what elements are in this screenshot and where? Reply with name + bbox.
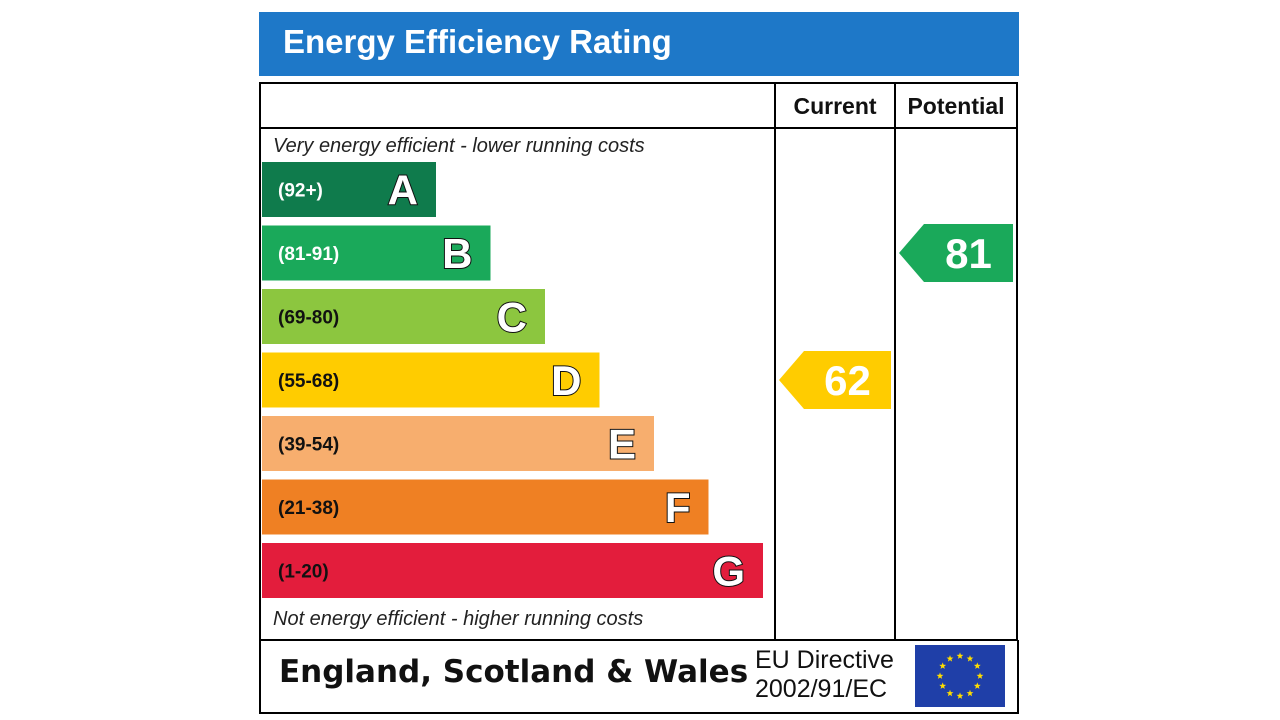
band-range-d: (55-68) [278, 371, 339, 392]
band-range-b: (81-91) [278, 244, 339, 265]
band-letter-d: D [551, 357, 581, 404]
eu-flag-icon [915, 645, 1005, 707]
band-bar-a [262, 162, 436, 217]
eu-star-icon [966, 655, 974, 662]
current-rating-marker: 62 [779, 351, 891, 409]
band-c: (69-80) C [262, 289, 545, 344]
country-label: England, Scotland & Wales [279, 654, 749, 690]
band-bar-e [262, 416, 654, 471]
eu-star-icon [976, 672, 984, 679]
band-f: (21-38) F [262, 479, 709, 535]
potential-rating-marker-value: 81 [945, 230, 992, 277]
eu-star-icon [973, 682, 981, 689]
potential-rating-marker: 81 [899, 224, 1013, 282]
band-range-g: (1-20) [278, 562, 329, 583]
potential-rating-marker-arrow [899, 224, 1013, 282]
bottom-note: Not energy efficient - higher running co… [273, 608, 643, 630]
eu-star-icon [956, 692, 964, 699]
band-range-f: (21-38) [278, 498, 339, 519]
eu-star-icon [939, 662, 947, 669]
top-note: Very energy efficient - lower running co… [273, 135, 645, 157]
eu-directive: EU Directive 2002/91/EC [755, 646, 915, 704]
band-letter-g: G [712, 548, 745, 595]
band-letter-f: F [665, 484, 691, 531]
band-bar-c [262, 289, 545, 344]
eu-star-icon [973, 662, 981, 669]
directive-line-1: EU Directive [755, 646, 894, 674]
rating-markers: 62 81 [779, 224, 1013, 409]
band-bar-d [262, 352, 600, 408]
current-rating-marker-value: 62 [824, 357, 871, 404]
eu-star-icon [946, 689, 954, 697]
current-column-header: Current [793, 93, 876, 119]
eu-star-icon [939, 682, 947, 689]
band-letter-e: E [608, 421, 636, 468]
band-letter-b: B [442, 230, 472, 277]
eu-star-icon [936, 672, 944, 679]
band-letter-c: C [497, 294, 527, 341]
band-g: (1-20) G [262, 543, 763, 598]
chart-title: Energy Efficiency Rating [283, 23, 672, 60]
band-bar-g [262, 543, 763, 598]
band-e: (39-54) E [262, 416, 654, 471]
footer: England, Scotland & Wales EU Directive 2… [259, 640, 1019, 714]
eu-star-icon [956, 652, 964, 659]
potential-column-header: Potential [907, 93, 1004, 119]
eu-star-icon [946, 655, 954, 662]
title-bar: Energy Efficiency Rating [259, 12, 1019, 76]
band-bar-b [262, 225, 491, 281]
band-bar-f [262, 479, 709, 535]
band-range-e: (39-54) [278, 435, 339, 456]
directive-line-2: 2002/91/EC [755, 675, 888, 703]
current-rating-marker-arrow [779, 351, 891, 409]
band-b: (81-91) B [262, 225, 491, 281]
eu-star-icon [966, 689, 974, 697]
band-range-a: (92+) [278, 181, 323, 202]
band-a: (92+) A [262, 162, 436, 217]
rating-bands: (92+) A (81-91) B (69-80) C (55-68) D (39-54) E (2… [262, 162, 763, 598]
band-letter-a: A [388, 167, 418, 214]
band-d: (55-68) D [262, 352, 600, 408]
band-range-c: (69-80) [278, 308, 339, 329]
